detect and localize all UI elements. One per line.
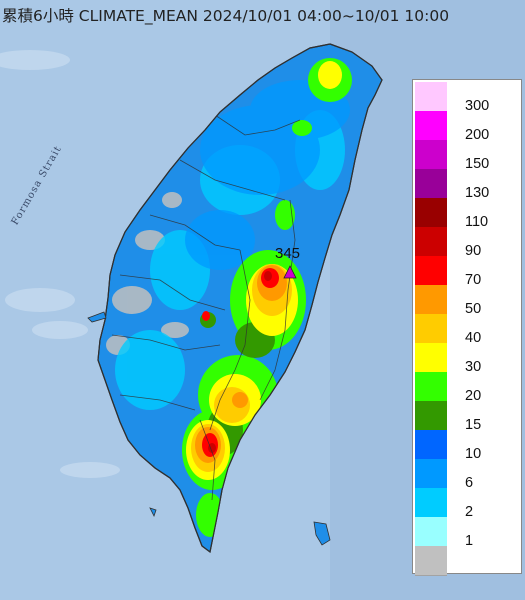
legend-label: 150 [465,156,490,172]
legend-entry: 50 [413,285,521,317]
legend-entry: 20 [413,372,521,404]
legend-entry: 200 [413,111,521,143]
max-rainfall-value: 345 [275,245,301,262]
legend-label: 2 [465,504,474,520]
legend-swatch [415,401,447,431]
legend-label: 300 [465,98,490,114]
legend-label: 30 [465,359,482,375]
legend-swatch [415,517,447,547]
legend-label: 90 [465,243,482,259]
legend-entry: 150 [413,140,521,172]
legend-label: 40 [465,330,482,346]
legend-swatch [415,285,447,315]
legend-swatch [415,111,447,141]
legend-label: 6 [465,475,474,491]
legend-swatch [415,459,447,489]
taiwan-island [97,43,383,553]
legend-entry: 15 [413,401,521,433]
legend-label: 15 [465,417,482,433]
legend-entry: 70 [413,256,521,288]
legend-swatch [415,198,447,228]
legend-entry: 6 [413,459,521,491]
legend-entry [413,546,521,576]
legend-swatch [415,82,447,112]
county-boundaries [111,114,301,501]
legend-entry: 300 [413,82,521,114]
legend-entry: 30 [413,343,521,375]
rainfall-legend: 300 200 150 130 110 90 70 50 40 30 20 15 10 6 2 1 [412,79,522,576]
no-rain-areas [106,192,189,355]
legend-swatch [415,430,447,460]
legend-entry: 110 [413,198,521,230]
legend-swatch [415,343,447,373]
legend-label: 20 [465,388,482,404]
legend-label: 110 [465,214,489,230]
legend-swatch [415,372,447,402]
legend-entry: 130 [413,169,521,201]
triangle-marker-icon [283,265,297,279]
legend-swatch [415,488,447,518]
legend-label: 1 [465,533,474,549]
legend-swatch [415,314,447,344]
legend-entry: 1 [413,517,521,549]
legend-swatch [415,227,447,257]
cloud-patches [0,50,120,478]
legend-label: 200 [465,127,490,143]
legend-entry: 10 [413,430,521,462]
legend-entry: 90 [413,227,521,259]
map-title: 累積6小時 CLIMATE_MEAN 2024/10/01 04:00~10/0… [2,7,450,25]
rain-zone-90 [208,271,272,453]
legend-label: 70 [465,272,482,288]
legend-swatch [415,256,447,286]
legend-entry: 2 [413,488,521,520]
legend-label: 10 [465,446,482,462]
legend-entry: 40 [413,314,521,346]
legend-swatch [415,169,447,199]
legend-label: 130 [465,185,490,201]
legend-swatch [415,546,447,576]
legend-label: 50 [465,301,482,317]
legend-swatch [415,140,447,170]
outlying-islands [87,311,331,546]
